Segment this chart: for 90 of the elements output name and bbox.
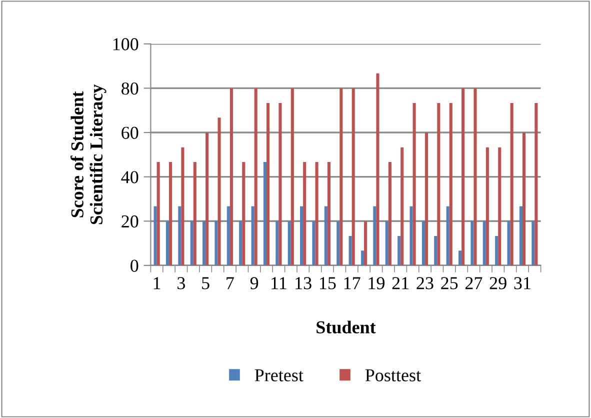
bar [254, 88, 258, 266]
bar [360, 250, 364, 266]
y-tick-label: 40 [121, 171, 138, 184]
bar [214, 221, 218, 266]
bar [181, 147, 184, 266]
bar [410, 206, 413, 266]
x-tick-label: 11 [272, 277, 286, 290]
bar [495, 236, 498, 266]
bar [449, 103, 452, 266]
bar [251, 206, 254, 266]
bar [364, 221, 368, 266]
bar [412, 103, 416, 266]
bar [202, 221, 206, 266]
bar [400, 147, 404, 266]
bar [288, 221, 291, 266]
bar [154, 206, 157, 266]
bar [300, 206, 304, 266]
bar [190, 221, 194, 266]
bar [193, 162, 196, 266]
x-tick-label: 9 [250, 277, 258, 290]
x-tick-label: 29 [490, 277, 506, 290]
bar [422, 221, 425, 266]
bar [398, 236, 401, 266]
bar [424, 132, 428, 266]
x-tick-label: 3 [178, 277, 185, 290]
bar [156, 162, 160, 266]
bar [290, 88, 294, 266]
y-axis-title: Score of Student Scientific Literacy [70, 84, 106, 224]
x-tick-label: 17 [344, 277, 360, 290]
bar [312, 221, 316, 266]
x-tick-label: 7 [226, 277, 234, 290]
y-tick-label: 80 [122, 82, 138, 95]
bar [510, 103, 514, 266]
bar [534, 103, 538, 266]
bar [352, 88, 355, 266]
legend-label: Pretest [254, 369, 304, 382]
y-tick-label: 60 [122, 126, 138, 139]
x-axis-title: Student [316, 320, 376, 334]
bar [218, 118, 221, 266]
y-tick-label: 0 [130, 260, 138, 272]
bar [434, 236, 438, 266]
bar [336, 221, 340, 266]
bar [474, 88, 477, 266]
bar [437, 103, 440, 266]
bar [206, 132, 209, 266]
bar [303, 162, 306, 266]
bar [376, 73, 380, 266]
bar [178, 206, 182, 266]
bar [166, 221, 169, 266]
bar [373, 206, 376, 266]
bar [462, 88, 465, 266]
bar [230, 88, 233, 266]
bar [522, 132, 526, 266]
x-tick-label: 5 [202, 277, 210, 290]
x-tick-label: 13 [296, 277, 312, 290]
bar [348, 236, 352, 266]
bar [507, 221, 510, 266]
bar [315, 162, 318, 266]
x-tick-label: 27 [465, 277, 482, 290]
bar [498, 147, 502, 266]
bar [532, 221, 535, 266]
bar [486, 147, 489, 266]
bar [263, 162, 267, 266]
bar [482, 221, 486, 266]
bar [385, 221, 388, 266]
bar [340, 88, 343, 266]
bar [278, 103, 282, 266]
x-tick-label: 23 [416, 277, 434, 290]
bar [519, 206, 522, 266]
bar [266, 103, 270, 266]
bar [168, 162, 172, 266]
bar [470, 221, 474, 266]
bar [239, 221, 242, 266]
bar [324, 206, 328, 266]
x-tick-label: 19 [368, 277, 384, 290]
y-tick-label: 100 [113, 38, 138, 50]
bar [327, 162, 330, 266]
x-tick-label: 31 [514, 277, 530, 290]
x-tick-label: 21 [392, 277, 409, 290]
x-tick-label: 1 [154, 277, 160, 290]
bar [242, 162, 246, 266]
x-tick-label: 15 [320, 277, 336, 290]
bar [446, 206, 450, 266]
bar [458, 250, 462, 266]
x-tick-label: 25 [441, 277, 458, 290]
y-tick-label: 20 [122, 215, 138, 228]
legend-label: Posttest [365, 369, 421, 382]
bar [388, 162, 392, 266]
bar [276, 221, 279, 266]
bar [226, 206, 230, 266]
